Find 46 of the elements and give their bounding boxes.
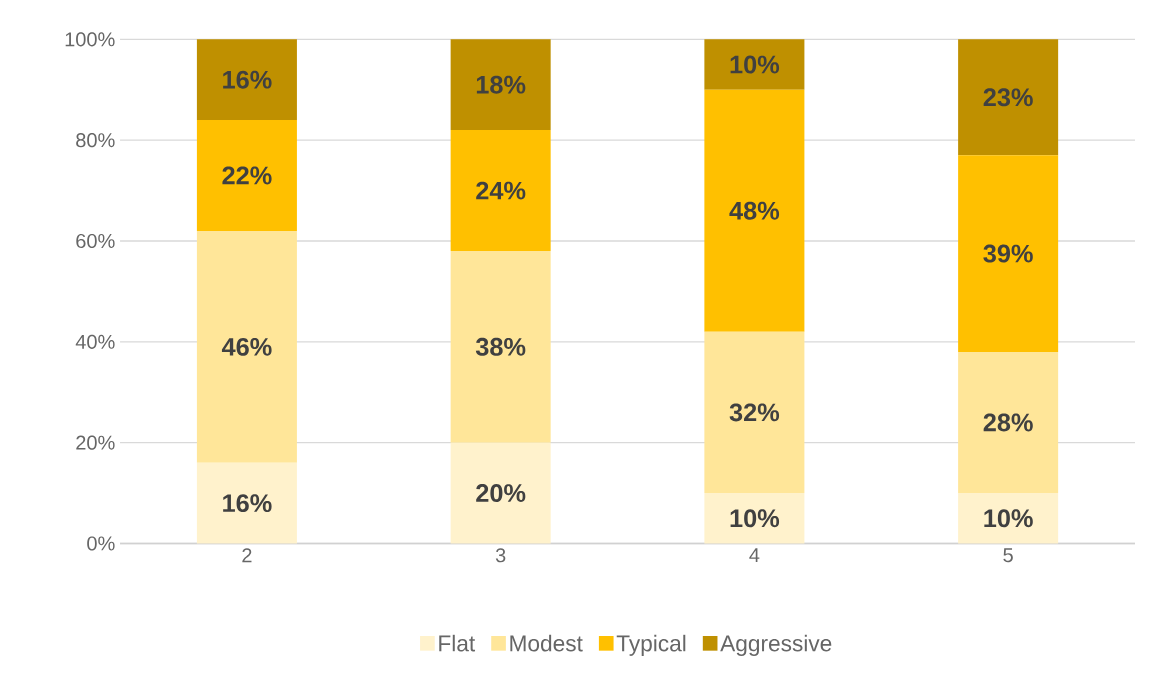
bar — [450, 250, 551, 443]
data-label: 46% — [221, 337, 272, 356]
bar — [958, 39, 1059, 156]
legend-label: Flat — [439, 634, 476, 652]
bar — [704, 89, 805, 332]
x-tick-label: 4 — [749, 548, 760, 562]
data-label: 32% — [729, 403, 780, 422]
data-label: 10% — [730, 55, 780, 74]
bar — [704, 492, 805, 544]
bar — [958, 351, 1059, 493]
legend-label: Aggressive — [720, 634, 832, 656]
data-label: 23% — [983, 88, 1033, 107]
data-label: 16% — [223, 494, 272, 513]
bar — [450, 129, 551, 251]
y-tick-label: 0% — [87, 536, 115, 551]
y-tick-label: 60% — [76, 233, 115, 248]
bar — [196, 462, 297, 544]
legend-label: Typical — [616, 634, 686, 656]
bar — [704, 39, 805, 90]
bar — [450, 442, 551, 544]
data-label: 10% — [730, 509, 780, 528]
data-label: 28% — [983, 413, 1033, 432]
data-label: 22% — [222, 166, 272, 185]
bar — [704, 331, 805, 493]
y-tick-label: 80% — [76, 132, 115, 148]
data-label: 20% — [476, 484, 526, 502]
data-label: 38% — [475, 337, 526, 356]
data-label: 10% — [984, 509, 1033, 528]
bar — [450, 39, 551, 130]
bar — [196, 230, 297, 463]
data-label: 24% — [476, 181, 526, 200]
bar — [958, 492, 1059, 544]
bar — [196, 39, 297, 120]
y-tick-label: 100% — [65, 32, 115, 47]
x-tick-label: 2 — [242, 548, 252, 563]
y-tick-label: 40% — [75, 334, 115, 349]
legend-label: Modest — [510, 634, 583, 652]
x-tick-label: 5 — [1003, 548, 1013, 563]
data-label: 16% — [223, 70, 272, 89]
data-label: 18% — [476, 75, 526, 94]
bar — [958, 155, 1059, 352]
data-label: 48% — [729, 201, 780, 220]
y-tick-label: 20% — [76, 435, 115, 450]
bar — [196, 119, 297, 231]
x-tick-label: 3 — [495, 548, 506, 563]
data-label: 39% — [983, 244, 1033, 263]
